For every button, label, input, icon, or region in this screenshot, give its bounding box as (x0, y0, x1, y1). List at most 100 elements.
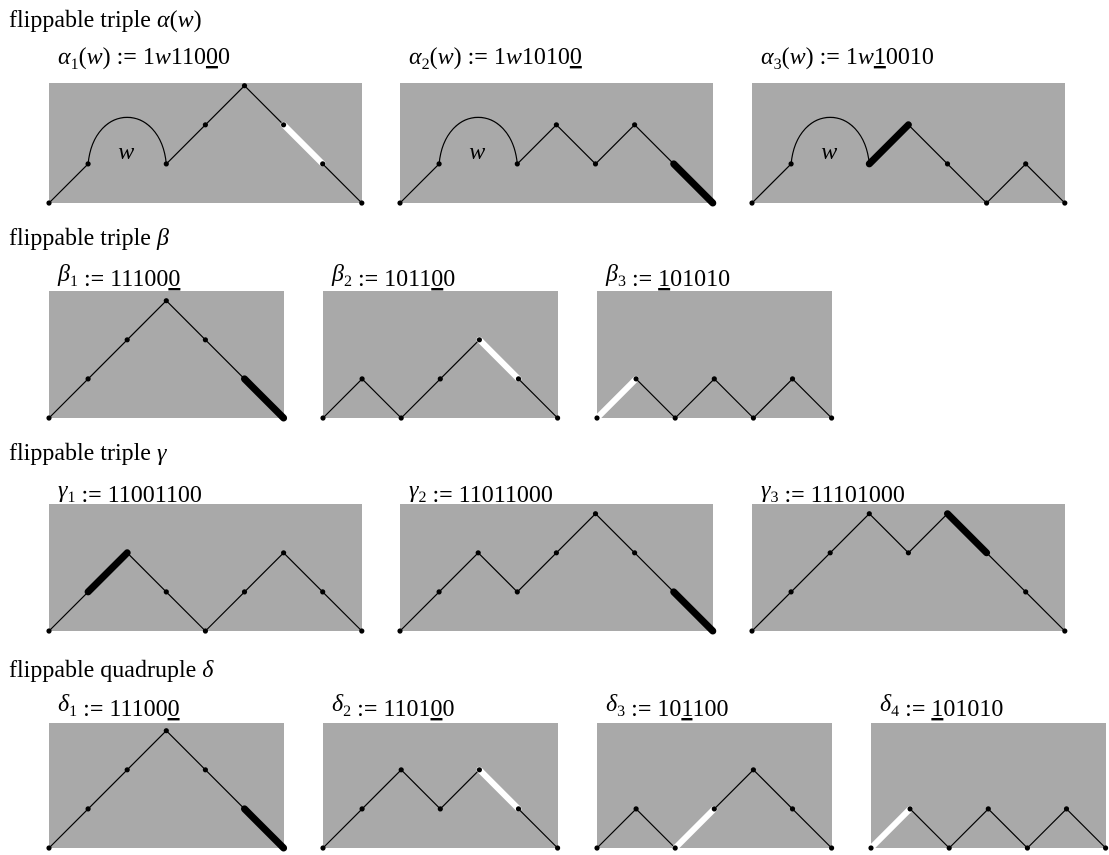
label-assign: := (78, 266, 110, 292)
path-vertex (594, 845, 600, 851)
path-vertex (868, 845, 874, 851)
path-vertex (1103, 845, 1109, 851)
path-step (555, 513, 596, 554)
path-vertex (124, 550, 130, 556)
path-vertex (985, 806, 991, 812)
path-vertex (789, 806, 796, 812)
path-vertex (359, 376, 365, 382)
label-subscript: 1 (67, 489, 75, 506)
label-assign: := (77, 696, 109, 722)
path-step (947, 163, 988, 204)
path-vertex (475, 550, 481, 556)
path-vertex (397, 200, 403, 206)
path-vertex (163, 161, 169, 167)
label-symbol: γ (58, 477, 68, 503)
label-subscript: 2 (343, 703, 351, 720)
panel-gamma2-label: γ2 := 11011000 (409, 477, 553, 508)
path-step (439, 339, 480, 380)
panel-gamma1: γ1 := 11001100 (46, 477, 365, 634)
label-word-segment: 0 (443, 266, 455, 292)
path-vertex (750, 415, 757, 421)
path-step (165, 730, 206, 771)
label-symbol: δ (332, 691, 344, 717)
path-vertex (359, 628, 365, 634)
panel-delta4: δ4 := 101010 (868, 691, 1109, 851)
panel-alpha3-label: α3(w) := 1w10010 (761, 44, 934, 73)
path-vertex (672, 845, 678, 851)
path-vertex (124, 337, 130, 343)
label-word-segment: 1011 (384, 266, 431, 292)
path-step (751, 591, 792, 632)
path-step (1025, 591, 1066, 632)
path-vertex (436, 161, 442, 167)
path-step (1066, 808, 1107, 849)
path-step (635, 808, 676, 849)
path-vertex (553, 550, 560, 556)
label-word-segment: 11101 (811, 482, 869, 508)
path-step (126, 300, 167, 341)
path-vertex (671, 161, 677, 167)
path-vertex (281, 415, 287, 421)
path-step (165, 591, 206, 632)
path-step (555, 124, 596, 165)
panel-beta2-label: β2 := 101100 (331, 261, 455, 292)
path-vertex (202, 628, 208, 634)
label-subscript: 3 (774, 56, 782, 73)
path-step (907, 513, 948, 554)
panel-delta3-label: δ3 := 101100 (606, 691, 728, 722)
heading-prefix: flippable triple (9, 225, 157, 251)
path-step (322, 808, 363, 849)
label-subscript: 1 (70, 273, 78, 290)
group-heading: flippable triple γ (9, 440, 167, 466)
path-vertex (397, 628, 403, 634)
label-word-segment: 001100 (131, 482, 202, 508)
path-step (909, 808, 950, 849)
label-word-segment: 1 (931, 696, 943, 722)
path-vertex (320, 161, 326, 167)
label-word-segment: 0 (431, 266, 443, 292)
path-step (948, 808, 989, 849)
path-vertex (46, 200, 52, 206)
path-vertex (359, 200, 365, 206)
label-symbol: β (57, 261, 70, 287)
label-word-segment: 0 (206, 44, 218, 70)
path-step (204, 339, 245, 380)
label-word-segment: 0 (168, 696, 180, 722)
label-subscript: 2 (422, 56, 430, 73)
highlighted-step-white (476, 766, 522, 812)
label-word-segment: 1010 (522, 44, 570, 70)
label-word-segment: 1 (143, 44, 155, 70)
path-step (907, 124, 948, 165)
path-vertex (202, 767, 208, 773)
label-subscript: 1 (71, 56, 79, 73)
group-alpha: flippable triple α(w)α1(w) := 1w11000wα2… (9, 7, 1068, 207)
highlighted-step-black (84, 549, 131, 596)
heading-symbol: β (156, 225, 169, 251)
label-word-segment: 1 (119, 482, 131, 508)
path-vertex (163, 298, 169, 304)
path-vertex (829, 845, 835, 851)
path-vertex (866, 161, 872, 167)
path-step (438, 552, 479, 593)
path-step (596, 808, 637, 849)
path-step (204, 769, 245, 810)
label-word-segment: 0 (541, 482, 553, 508)
panel-background (49, 504, 362, 631)
label-arg-close: ) (454, 44, 462, 70)
label-assign: := (625, 696, 657, 722)
path-step (204, 85, 245, 126)
path-step (244, 85, 285, 126)
panel-background (323, 291, 558, 418)
path-step (634, 552, 675, 593)
path-vertex (46, 845, 52, 851)
panel-delta1: δ1 := 111000 (46, 691, 288, 852)
panel-delta1-label: δ1 := 111000 (58, 691, 180, 722)
path-vertex (398, 415, 404, 421)
path-step (87, 769, 128, 810)
path-vertex (789, 376, 796, 382)
label-symbol: γ (409, 477, 419, 503)
heading-suffix-open: ( (170, 7, 178, 33)
panel-gamma3-label: γ3 := 11101000 (761, 477, 905, 508)
